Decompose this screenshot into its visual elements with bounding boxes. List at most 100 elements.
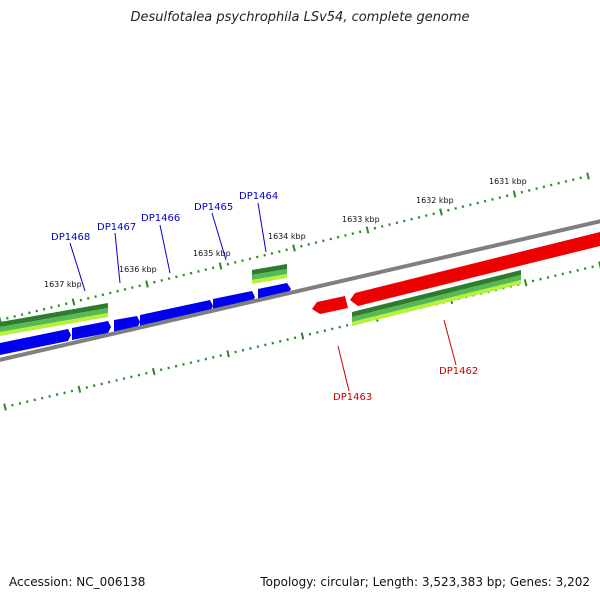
- minor-tick: [329, 237, 333, 241]
- minor-tick: [286, 338, 289, 341]
- minor-tick: [248, 257, 252, 261]
- major-tick: [586, 172, 590, 180]
- tick-label: 1633 kbp: [342, 215, 380, 224]
- feature-band-mid: [352, 275, 521, 322]
- gene-arrow-forward: [72, 321, 111, 340]
- major-tick: [145, 280, 149, 288]
- gene-arrow-reverse: [350, 232, 600, 306]
- feature-band-mid: [0, 308, 108, 332]
- minor-tick: [85, 386, 89, 389]
- major-tick: [523, 279, 528, 287]
- minor-tick: [122, 377, 126, 380]
- major-tick: [365, 226, 370, 234]
- feature-band-dark: [252, 264, 287, 275]
- minor-tick: [94, 295, 97, 299]
- gene-label-dp1465: DP1465: [194, 202, 233, 213]
- gene-arrow-reverse: [312, 296, 348, 314]
- minor-tick: [432, 212, 435, 216]
- minor-tick: [316, 331, 319, 334]
- minor-tick: [572, 178, 575, 182]
- minor-tick: [197, 269, 200, 273]
- map-title: Desulfotalea psychrophila LSv54, complet…: [130, 10, 470, 25]
- minor-tick: [476, 201, 480, 205]
- minor-tick: [137, 373, 141, 377]
- minor-tick: [564, 179, 568, 183]
- minor-tick: [70, 389, 74, 393]
- major-tick: [226, 350, 230, 358]
- minor-tick: [153, 280, 156, 284]
- minor-tick: [314, 241, 318, 245]
- major-tick: [218, 262, 223, 270]
- feature-band-light: [352, 280, 521, 326]
- minor-tick: [130, 375, 133, 379]
- minor-tick: [483, 199, 487, 203]
- minor-tick: [204, 357, 208, 361]
- minor-tick: [568, 270, 572, 274]
- minor-tick: [138, 284, 141, 288]
- minor-tick: [175, 275, 178, 279]
- minor-tick: [579, 176, 582, 180]
- minor-tick: [535, 187, 538, 191]
- minor-tick: [554, 274, 557, 278]
- minor-tick: [527, 188, 531, 192]
- minor-tick: [345, 323, 349, 327]
- minor-tick: [358, 230, 362, 234]
- minor-tick: [63, 391, 66, 395]
- minor-tick: [13, 314, 16, 318]
- minor-tick: [101, 293, 105, 297]
- leader-lines: [69, 202, 457, 392]
- minor-tick: [107, 380, 111, 384]
- minor-tick: [546, 276, 550, 279]
- minor-tick: [461, 205, 465, 209]
- minor-tick: [6, 316, 9, 320]
- minor-tick: [557, 181, 560, 185]
- minor-tick: [182, 273, 186, 277]
- tick-label: 1631 kbp: [489, 177, 527, 186]
- minor-tick: [373, 226, 377, 230]
- minor-tick: [498, 196, 502, 200]
- major-tick: [512, 190, 517, 198]
- leader-line: [114, 232, 121, 284]
- minor-tick: [330, 327, 334, 331]
- minor-tick: [323, 329, 327, 333]
- minor-tick: [270, 251, 274, 255]
- minor-tick: [402, 219, 406, 223]
- feature-track-reverse: [352, 270, 521, 326]
- minor-tick: [167, 366, 170, 370]
- leader-line: [159, 224, 171, 274]
- minor-tick: [469, 203, 472, 207]
- minor-tick: [591, 265, 594, 269]
- major-tick: [439, 208, 443, 216]
- leader-line: [211, 212, 227, 261]
- minor-tick: [539, 277, 542, 281]
- minor-tick: [505, 194, 509, 198]
- feature-band-dark: [0, 303, 108, 327]
- minor-tick: [226, 262, 230, 266]
- minor-tick: [33, 398, 37, 402]
- major-tick: [3, 403, 7, 411]
- feature-band-dark: [352, 270, 521, 317]
- accession-text: Accession: NC_006138: [9, 575, 146, 589]
- minor-tick: [410, 217, 413, 221]
- minor-tick: [55, 393, 59, 396]
- minor-tick: [491, 197, 494, 201]
- minor-tick: [174, 364, 178, 368]
- leader-line: [337, 345, 350, 392]
- minor-tick: [26, 400, 29, 404]
- gene-label-dp1468: DP1468: [51, 232, 90, 243]
- minor-tick: [256, 345, 260, 349]
- minor-tick: [189, 271, 193, 275]
- minor-tick: [447, 208, 450, 212]
- minor-tick: [233, 260, 237, 264]
- outer-tick-ring: [0, 172, 590, 324]
- minor-tick: [395, 221, 399, 225]
- minor-tick: [336, 235, 340, 239]
- minor-tick: [115, 378, 118, 382]
- major-tick: [77, 385, 82, 393]
- tick-label: 1635 kbp: [193, 249, 231, 258]
- minor-tick: [263, 253, 266, 257]
- minor-tick: [92, 384, 96, 388]
- leader-line: [257, 202, 267, 253]
- minor-tick: [123, 287, 127, 291]
- minor-tick: [425, 214, 428, 218]
